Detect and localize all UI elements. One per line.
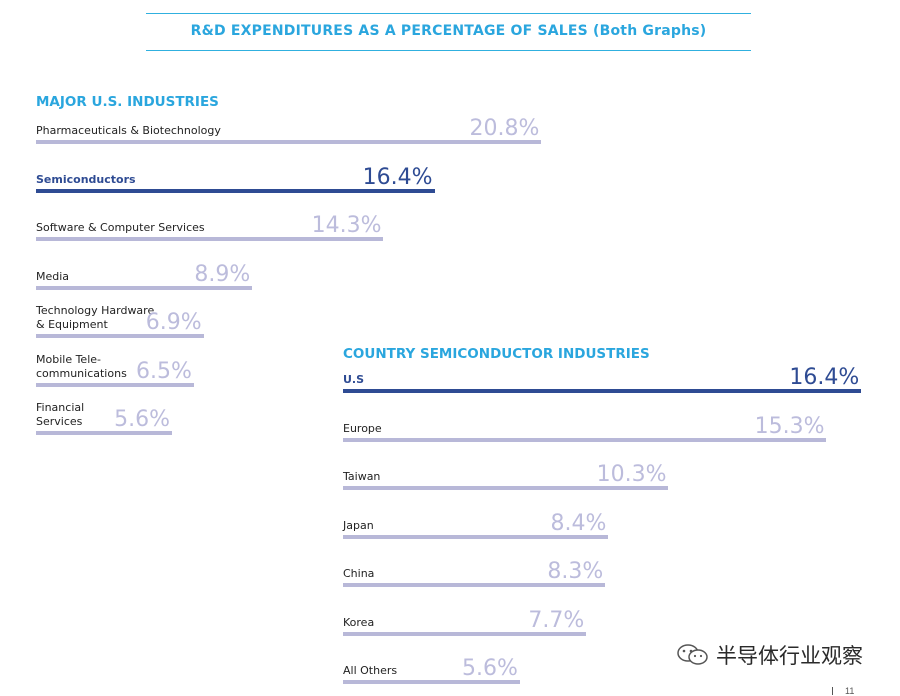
category-label-0-3: Media <box>36 269 70 283</box>
bar-1-0 <box>343 389 862 393</box>
watermark: 半导体行业观察 <box>676 640 863 670</box>
category-label-1-4: China <box>343 567 375 580</box>
page-title: R&D EXPENDITURES AS A PERCENTAGE OF SALE… <box>190 23 707 39</box>
category-label-0-0: Pharmaceuticals & Biotechnology <box>36 124 221 137</box>
wechat-icon <box>677 644 708 665</box>
category-label-0-2: Software & Computer Services <box>36 221 205 234</box>
value-label-1-3: 8.4% <box>550 510 607 536</box>
category-label-1-5: Korea <box>343 615 375 629</box>
value-label-1-4: 8.3% <box>547 559 604 584</box>
bar-0-0 <box>36 140 542 144</box>
us-industries-title: MAJOR U.S. INDUSTRIES <box>36 94 219 110</box>
value-label-0-6: 5.6% <box>114 407 171 432</box>
bar-1-4 <box>343 583 606 587</box>
value-label-0-4: 6.9% <box>145 310 202 335</box>
category-label-1-0: U.S <box>343 373 365 386</box>
category-label-0-6: Financial Services <box>36 401 85 428</box>
bar-0-3 <box>36 285 253 290</box>
bar-1-5 <box>343 631 587 636</box>
value-label-0-3: 8.9% <box>194 261 251 287</box>
category-label-1-2: Taiwan <box>343 470 381 483</box>
watermark-text: 半导体行业观察 <box>716 644 863 668</box>
page-marker <box>832 687 833 695</box>
value-label-0-1: 16.4% <box>362 164 433 190</box>
category-label-0-5: Mobile Tele- communications <box>36 352 127 380</box>
value-label-0-5: 6.5% <box>136 358 192 384</box>
value-label-1-5: 7.7% <box>528 607 585 633</box>
value-label-1-1: 15.3% <box>754 413 825 439</box>
bar-0-1 <box>36 188 435 193</box>
bar-1-3 <box>343 534 609 539</box>
bar-1-1 <box>343 437 827 442</box>
value-label-1-2: 10.3% <box>596 462 667 487</box>
value-label-0-0: 20.8% <box>469 116 540 141</box>
value-label-0-2: 14.3% <box>311 213 382 238</box>
bar-0-4 <box>36 334 204 338</box>
country-industries-title: COUNTRY SEMICONDUCTOR INDUSTRIES <box>343 346 650 362</box>
title-band: R&D EXPENDITURES AS A PERCENTAGE OF SALE… <box>146 13 751 51</box>
bar-0-6 <box>36 431 173 435</box>
category-label-0-1: Semiconductors <box>36 172 136 186</box>
bar-0-2 <box>36 237 384 241</box>
category-label-1-1: Europe <box>343 421 382 435</box>
value-label-1-6: 5.6% <box>462 656 518 681</box>
value-label-1-0: 16.4% <box>789 365 860 390</box>
category-label-1-6: All Others <box>343 664 398 677</box>
bar-1-2 <box>343 486 669 490</box>
category-label-0-4: Technology Hardware & Equipment <box>36 304 155 331</box>
page-number: 11 <box>845 686 855 696</box>
category-label-1-3: Japan <box>343 518 374 532</box>
bar-0-5 <box>36 382 194 387</box>
bar-1-6 <box>343 680 520 684</box>
